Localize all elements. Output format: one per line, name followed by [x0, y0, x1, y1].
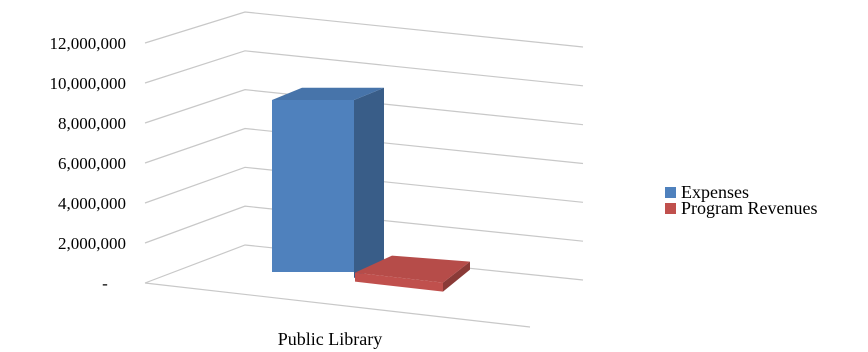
- bar-program-revenues-side: [443, 261, 470, 292]
- gridline: [144, 166, 584, 204]
- category-label: Public Library: [278, 329, 382, 349]
- bar-expenses-side: [354, 87, 384, 278]
- legend-label-program-revenues: Program Revenues: [681, 198, 817, 218]
- y-tick-label: 4,000,000: [58, 194, 126, 213]
- gridline: [144, 244, 584, 284]
- y-tick-label: 10,000,000: [50, 74, 127, 93]
- legend-swatch-program-revenues: [665, 203, 676, 214]
- y-tick-label: 6,000,000: [58, 154, 126, 173]
- bar-expenses: [272, 100, 354, 272]
- legend-swatch-expenses: [665, 187, 676, 198]
- gridlines: [144, 11, 584, 328]
- y-tick-label: 2,000,000: [58, 234, 126, 253]
- gridline: [144, 89, 584, 126]
- floor-front-edge: [144, 282, 531, 328]
- y-tick-label: -: [102, 274, 108, 293]
- gridline: [144, 127, 584, 165]
- y-tick-label: 12,000,000: [50, 34, 127, 53]
- legend: Expenses Program Revenues: [665, 182, 817, 218]
- bar-program-revenues: [355, 255, 470, 283]
- y-axis-tick-labels: - 2,000,000 4,000,000 6,000,000 8,000,000 10,…: [50, 34, 127, 293]
- gridline: [144, 50, 584, 87]
- bar-program-revenues-front: [355, 272, 443, 292]
- legend-label-expenses: Expenses: [681, 182, 749, 202]
- gridline: [144, 11, 584, 48]
- bar-expenses-top: [272, 87, 384, 100]
- bars: [272, 87, 470, 292]
- gridline: [144, 205, 584, 244]
- y-tick-label: 8,000,000: [58, 114, 126, 133]
